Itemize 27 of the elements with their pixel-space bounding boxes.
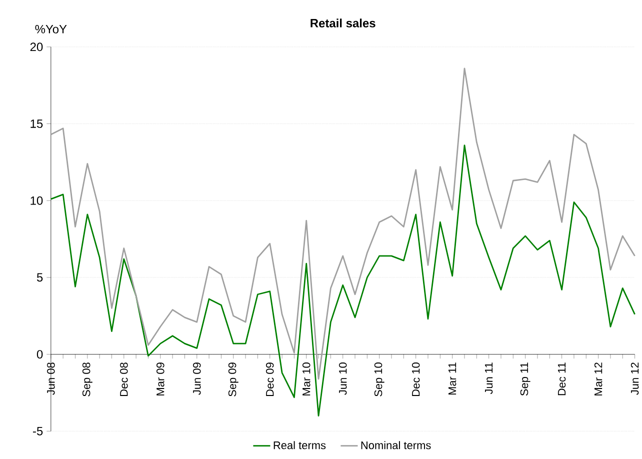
x-tick-label: Mar 10 [302,362,310,396]
y-tick-label: -5 [33,426,43,436]
y-tick-label: 5 [36,273,43,282]
x-tick-label: Jun 12 [630,362,639,395]
x-tick-label: Jun 08 [47,362,55,395]
x-tick-label: Jun 09 [193,362,201,395]
legend-label: Real terms [274,441,326,450]
y-tick-label: 0 [36,350,43,358]
x-tick-label: Sep 08 [82,362,92,396]
x-tick-label: Sep 11 [520,362,530,396]
x-tick-label: Jun 10 [338,362,347,395]
y-tick-label: 15 [30,120,43,128]
x-tick-label: Sep 10 [374,362,384,396]
x-tick-label: Dec 08 [120,362,128,396]
x-tick-label: Jun 11 [485,362,493,394]
x-tick-label: Dec 11 [558,362,566,396]
y-tick-label: 20 [30,42,43,52]
x-tick-label: Mar 09 [156,362,164,396]
x-tick-label: Dec 10 [412,362,420,396]
x-tick-label: Mar 11 [448,362,456,394]
x-tick-label: Sep 09 [228,362,238,396]
x-tick-label: Mar 12 [594,362,602,396]
x-tick-label: Dec 09 [266,362,274,396]
legend-label: Nominal terms [361,441,431,450]
chart-title: Retail sales [310,18,376,28]
y-axis-title: %YoY [35,24,67,34]
y-tick-label: 10 [30,196,43,205]
